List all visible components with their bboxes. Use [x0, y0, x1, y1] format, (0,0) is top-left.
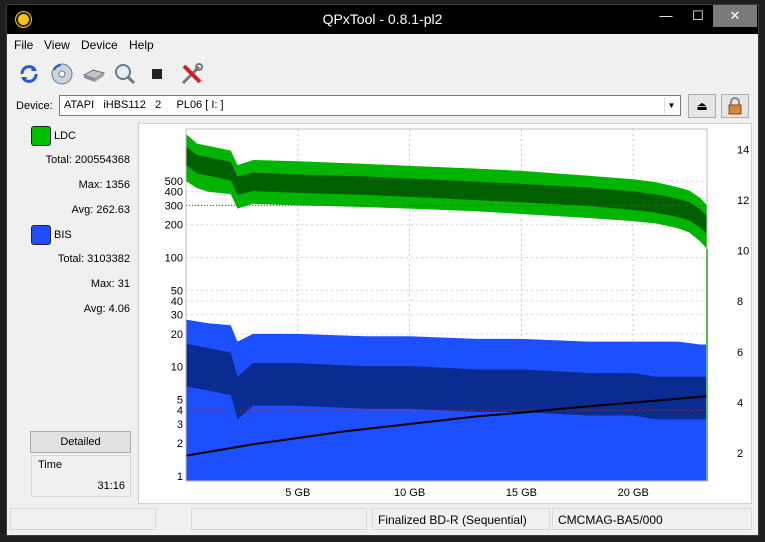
status-mid: CMCMAG-BA5/000 — [552, 508, 752, 530]
ldc-core-area — [186, 146, 707, 235]
y-right-tick-label: 4 — [737, 397, 743, 409]
lock-button[interactable] — [721, 94, 749, 118]
y-right-tick-label: 6 — [737, 347, 743, 359]
magnify-icon[interactable] — [112, 61, 138, 87]
minimize-button[interactable]: — — [659, 8, 673, 23]
plot-border — [185, 128, 708, 482]
ldc-avg: Avg: 262.63 — [71, 204, 130, 216]
status-cell-2 — [191, 508, 367, 530]
ldc-label: LDC — [54, 130, 77, 142]
speed-line — [185, 395, 708, 457]
y-left-tick-label: 10 — [171, 362, 183, 374]
chart-area: 5 GB 10 GB 15 GB 20 GB 1 2 3 4 5 10 20 30 40 50 100 200… — [138, 123, 752, 504]
bis-swatch[interactable] — [31, 225, 51, 245]
x-tick-label: 20 GB — [618, 487, 649, 499]
ldc-swatch[interactable] — [31, 126, 51, 146]
toolbar — [7, 56, 758, 92]
title-bar: QPxTool - 0.8.1-pl2 — ☐ ✕ — [7, 5, 758, 34]
menu-device[interactable]: Device — [81, 38, 118, 52]
app-icon — [16, 12, 31, 27]
drive-icon[interactable] — [81, 61, 107, 87]
eject-button[interactable]: ⏏ — [688, 94, 716, 118]
bis-label: BIS — [54, 229, 72, 241]
tools-icon[interactable] — [179, 61, 205, 87]
y-left-tick-label: 50 — [171, 285, 183, 297]
y-left-tick-label: 1 — [177, 471, 183, 483]
device-select[interactable]: ATAPI iHBS112 2 PL06 [ I: ] ▼ — [59, 95, 681, 116]
y-left-tick-label: 200 — [165, 220, 183, 232]
detailed-button[interactable]: Detailed — [30, 431, 131, 453]
y-left-tick-label: 20 — [171, 329, 183, 341]
y-right-tick-label: 14 — [737, 144, 749, 156]
x-tick-label: 15 GB — [506, 487, 537, 499]
menu-help[interactable]: Help — [129, 38, 154, 52]
main-window: QPxTool - 0.8.1-pl2 — ☐ ✕ File View Devi… — [6, 4, 759, 536]
y-left-tick-label: 100 — [165, 252, 183, 264]
menu-bar: File View Device Help — [7, 34, 758, 56]
bis-core-area — [186, 343, 707, 420]
ldc-max: Max: 1356 — [78, 179, 130, 191]
y-left-tick-label: 40 — [171, 296, 183, 308]
y-left-tick-label: 4 — [177, 405, 183, 417]
time-box: Time 31:16 — [31, 455, 131, 497]
window-title: QPxTool - 0.8.1-pl2 — [322, 11, 443, 27]
y-left-tick-label: 500 — [165, 176, 183, 188]
device-row: Device: ATAPI iHBS112 2 PL06 [ I: ] ▼ ⏏ — [7, 94, 758, 120]
y-right-tick-label: 12 — [737, 195, 749, 207]
y-left-tick-label: 2 — [177, 438, 183, 450]
bis-avg: Avg: 4.06 — [83, 303, 130, 315]
ldc-total: Total: 200554368 — [45, 154, 130, 166]
y-right-tick-label: 2 — [737, 448, 743, 460]
x-tick-label: 5 GB — [285, 487, 310, 499]
y-left-tick-label: 300 — [165, 200, 183, 212]
bis-total: Total: 3103382 — [57, 253, 130, 265]
refresh-icon[interactable] — [16, 61, 42, 87]
eject-icon: ⏏ — [696, 99, 708, 113]
y-left-tick-label: 30 — [171, 310, 183, 322]
menu-view[interactable]: View — [44, 38, 70, 52]
device-value: ATAPI iHBS112 2 PL06 [ I: ] — [64, 99, 224, 111]
device-label: Device: — [16, 100, 53, 112]
chevron-down-icon[interactable]: ▼ — [664, 97, 678, 114]
bis-max: Max: 31 — [90, 278, 130, 290]
lock-icon — [728, 97, 742, 115]
status-bar: Finalized BD-R (Sequential) CMCMAG-BA5/0… — [7, 505, 758, 535]
x-tick-label: 10 GB — [394, 487, 425, 499]
maximize-button[interactable]: ☐ — [692, 8, 704, 23]
time-label: Time — [38, 459, 63, 471]
y-right-tick-label: 10 — [737, 246, 749, 258]
time-value: 31:16 — [97, 480, 125, 492]
y-left-tick-label: 400 — [165, 187, 183, 199]
status-cell-1 — [10, 508, 156, 530]
stop-icon[interactable] — [144, 61, 170, 87]
chart-svg: 5 GB 10 GB 15 GB 20 GB123451020304050100200… — [165, 128, 749, 499]
y-right-tick-label: 8 — [737, 296, 743, 308]
status-media: Finalized BD-R (Sequential) — [372, 508, 550, 530]
close-button[interactable]: ✕ — [713, 5, 757, 27]
stats-panel: LDC Total: 200554368 Max: 1356 Avg: 262.… — [15, 124, 135, 499]
y-left-tick-label: 5 — [177, 395, 183, 407]
y-left-tick-label: 3 — [177, 419, 183, 431]
menu-file[interactable]: File — [14, 38, 34, 52]
disc-icon[interactable] — [49, 61, 75, 87]
